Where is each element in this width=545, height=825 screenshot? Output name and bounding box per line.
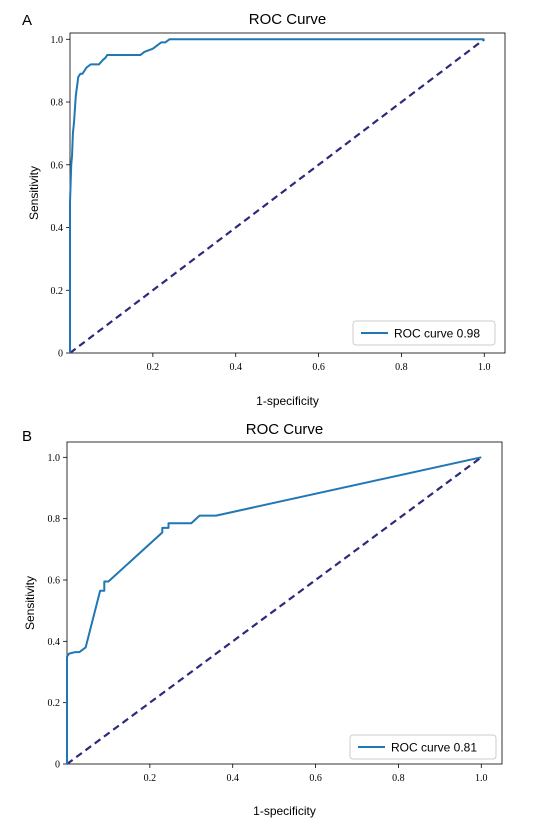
- y-tick-label: 0.6: [48, 576, 61, 587]
- legend: ROC curve 0.81: [349, 734, 497, 760]
- y-tick-label: 0.2: [51, 286, 64, 297]
- y-tick-label: 0.2: [48, 698, 61, 709]
- diagonal-reference-line: [69, 38, 485, 354]
- x-tick-label: 0.2: [144, 773, 157, 784]
- chart-panel-b: B ROC Curve 0.2 0.4 0.6 0.8 1.0 0 0.2 0.4 0.6 0.8 1.…: [22, 421, 503, 818]
- plot-frame: [69, 32, 506, 354]
- panel-letter: B: [22, 428, 32, 445]
- plot-frame: [66, 441, 503, 765]
- y-tick-label: 0.8: [51, 98, 64, 109]
- legend-box: [349, 734, 497, 760]
- chart-title: ROC Curve: [249, 11, 327, 28]
- legend-label: ROC curve 0.81: [391, 741, 477, 755]
- x-tick-label: 0.6: [312, 362, 325, 373]
- y-tick-label: 0.6: [51, 160, 64, 171]
- roc-curve-line: [69, 38, 485, 353]
- y-tick-label: 1.0: [48, 453, 61, 464]
- y-tick-label: 0.4: [51, 223, 64, 234]
- x-axis-label: 1-specificity: [256, 394, 319, 408]
- x-tick-label: 0.8: [395, 362, 408, 373]
- y-axis-label: Sensitivity: [27, 166, 41, 220]
- x-tick-label: 0.6: [309, 773, 322, 784]
- x-tick-label: 1.0: [475, 773, 488, 784]
- x-axis-label: 1-specificity: [253, 804, 316, 818]
- roc-curve-line: [66, 456, 482, 764]
- legend-label: ROC curve 0.98: [394, 327, 480, 341]
- chart-panel-a: A ROC Curve 0.2 0.4 0.6 0.8 1.0 0 0.2 0.4 0.6 0.8 1.…: [22, 11, 506, 408]
- legend-box: [352, 320, 496, 346]
- x-tick-label: 0.2: [147, 362, 160, 373]
- y-tick-label: 1.0: [51, 35, 64, 46]
- diagonal-reference-line: [66, 456, 482, 765]
- x-tick-label: 0.4: [229, 362, 242, 373]
- y-tick-label: 0: [55, 760, 60, 771]
- y-tick-label: 0.8: [48, 514, 61, 525]
- y-axis-label: Sensitivity: [23, 576, 37, 630]
- y-tick-label: 0: [58, 349, 63, 360]
- legend: ROC curve 0.98: [352, 320, 496, 346]
- chart-title: ROC Curve: [246, 421, 324, 438]
- y-tick-label: 0.4: [48, 637, 61, 648]
- x-tick-label: 0.8: [392, 773, 405, 784]
- x-tick-label: 0.4: [226, 773, 239, 784]
- panel-letter: A: [22, 12, 32, 29]
- x-tick-label: 1.0: [478, 362, 491, 373]
